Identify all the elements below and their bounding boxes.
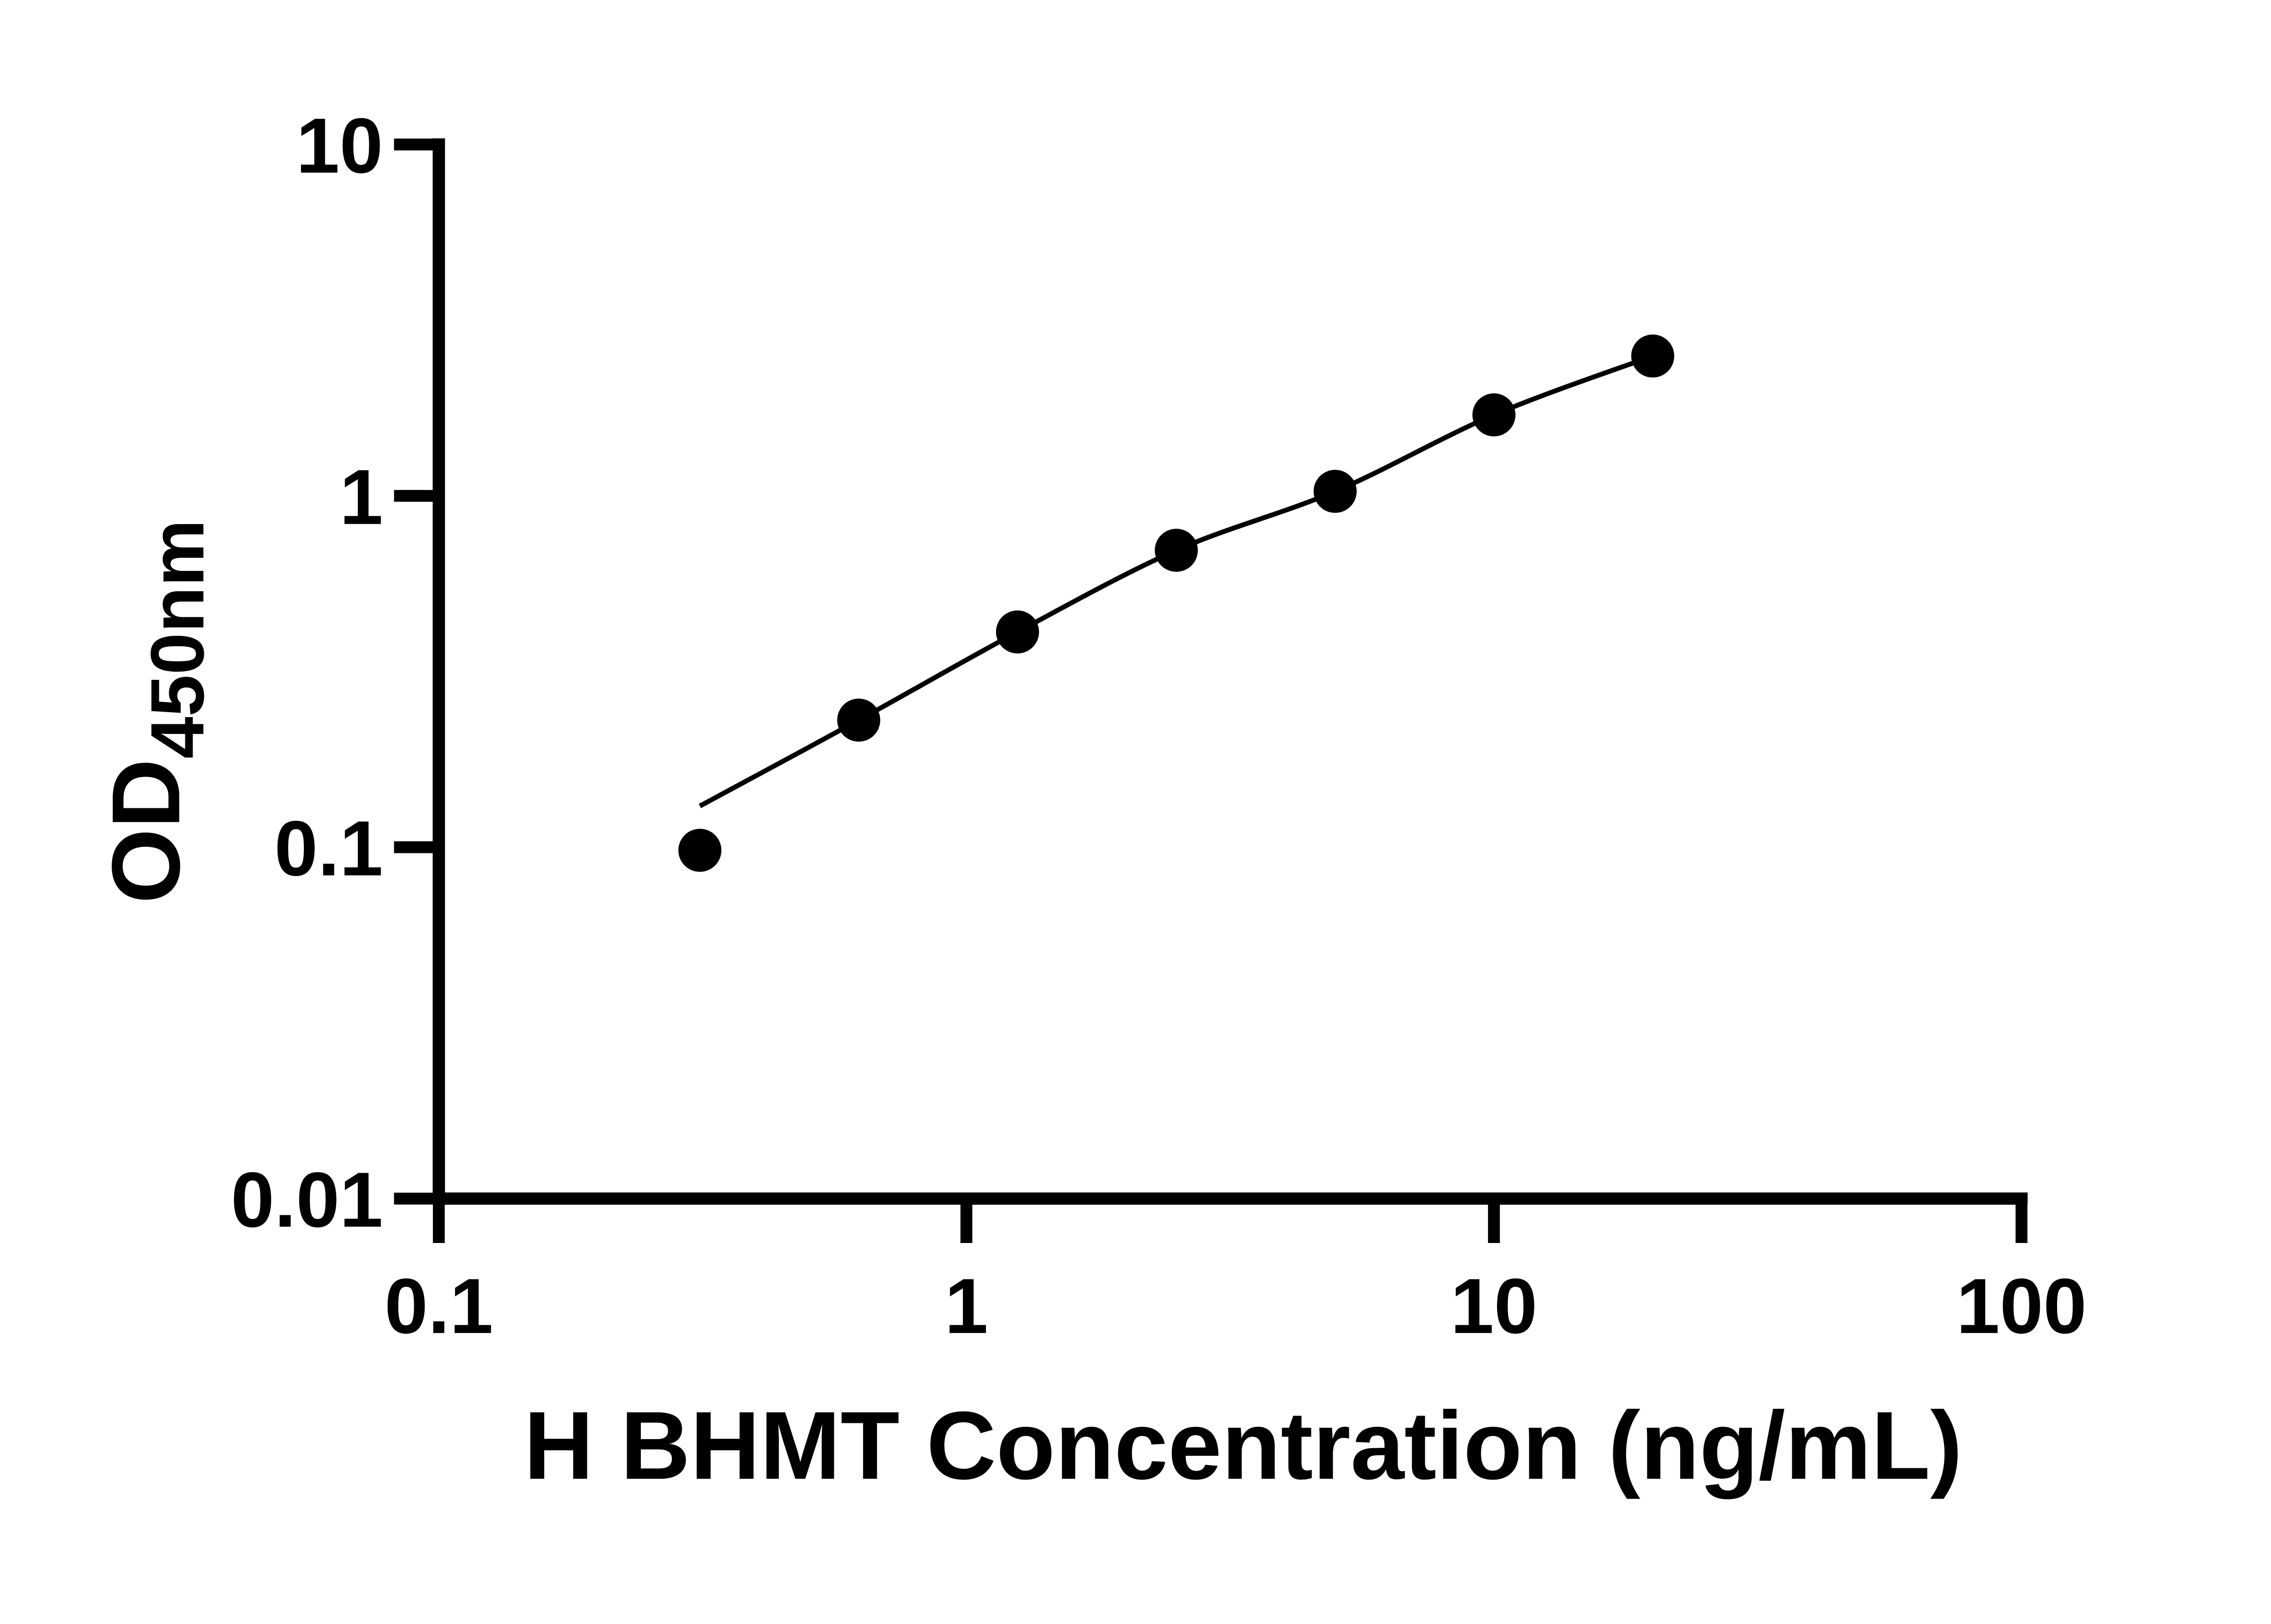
- elisa-standard-curve-figure: 0.1 1 10 100 10 1 0.1 0.01 H BHMT Concentratio…: [92, 102, 2087, 1500]
- axes: [432, 138, 2028, 1205]
- x-axis-title: H BHMT Concentration (ng/mL): [524, 1391, 1962, 1500]
- y-axis-title-subscript: 450nm: [135, 520, 220, 759]
- x-tick-label-0.1: 0.1: [385, 1263, 493, 1350]
- data-point-1: [678, 828, 722, 872]
- x-tick-label-100: 100: [1956, 1263, 2087, 1350]
- data-point-7: [1631, 334, 1675, 378]
- y-tick-label-10: 10: [296, 102, 383, 189]
- data-point-4: [1155, 529, 1198, 572]
- x-tick-label-10: 10: [1450, 1263, 1537, 1350]
- y-axis-tick-labels: 10 1 0.1 0.01: [231, 102, 383, 1243]
- data-point-6: [1472, 393, 1516, 436]
- data-point-5: [1314, 470, 1357, 513]
- y-axis-title-main: OD: [92, 759, 200, 904]
- x-axis-tick-labels: 0.1 1 10 100: [385, 1263, 2087, 1350]
- data-point-series: [678, 334, 1675, 872]
- y-tick-label-0.01: 0.01: [231, 1156, 383, 1243]
- x-axis-ticks: [433, 1198, 2028, 1243]
- data-point-3: [996, 610, 1039, 654]
- y-tick-label-1: 1: [340, 454, 383, 541]
- y-axis-ticks: [394, 139, 439, 1205]
- y-axis-title: OD450nm: [92, 520, 220, 904]
- y-tick-label-0.1: 0.1: [274, 805, 383, 892]
- x-tick-label-1: 1: [945, 1263, 988, 1350]
- data-point-2: [837, 698, 881, 742]
